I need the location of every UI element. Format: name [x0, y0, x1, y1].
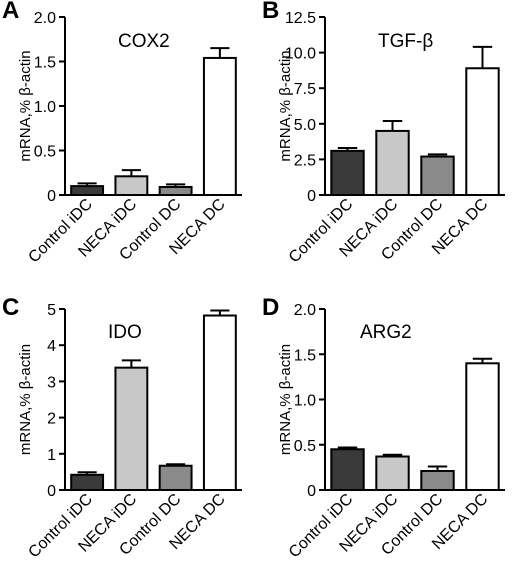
bar-neca-dc — [202, 314, 237, 491]
y-axis-label: mRNA,% β-actin — [17, 344, 34, 455]
bar-control-dc — [420, 155, 455, 197]
y-tick-label: 5 — [47, 302, 56, 319]
bar-control-dc — [158, 464, 193, 492]
y-tick-label: 0.5 — [294, 438, 316, 455]
y-tick-label: 4 — [47, 338, 56, 355]
bar-neca-dc — [465, 67, 500, 196]
y-tick-label: 1.0 — [34, 99, 56, 116]
y-tick-label: 0.5 — [34, 144, 56, 161]
bar-control-dc — [158, 185, 193, 197]
y-tick-label: 1 — [47, 447, 56, 464]
y-tick-label: 0 — [47, 188, 56, 205]
y-axis-label: mRNA,% β-actin — [17, 50, 34, 161]
y-tick-label: 10.0 — [285, 46, 316, 63]
panel-letter: A — [2, 0, 19, 24]
bar-neca-idc — [114, 366, 149, 492]
bar-control-idc — [70, 185, 105, 197]
bar-control-idc — [330, 448, 365, 491]
bar-control-idc — [70, 473, 105, 491]
y-axis-label: mRNA,% β-actin — [277, 344, 294, 455]
y-axis-label: mRNA,% β-actin — [277, 50, 294, 161]
panel-letter: D — [262, 294, 279, 321]
y-tick-label: 1.0 — [294, 393, 316, 410]
bar-neca-dc — [202, 56, 237, 196]
y-tick-label: 0 — [47, 483, 56, 500]
chart-title: IDO — [108, 322, 142, 343]
chart-title: COX2 — [118, 31, 170, 52]
y-tick-label: 0 — [307, 483, 316, 500]
bar-control-idc — [330, 149, 365, 197]
y-tick-label: 2.0 — [34, 10, 56, 27]
y-tick-label: 1.5 — [34, 55, 56, 72]
bar-neca-idc — [114, 175, 149, 196]
y-tick-label: 1.5 — [294, 347, 316, 364]
panel-letter: C — [2, 294, 19, 321]
y-tick-label: 0 — [307, 188, 316, 205]
bar-neca-dc — [465, 362, 500, 491]
y-tick-label: 3 — [47, 374, 56, 391]
y-tick-label: 7.5 — [294, 81, 316, 98]
bar-neca-idc — [375, 129, 410, 196]
bar-neca-idc — [375, 455, 410, 492]
y-tick-label: 2.5 — [294, 152, 316, 169]
y-tick-label: 12.5 — [285, 10, 316, 27]
y-tick-label: 5.0 — [294, 117, 316, 134]
bar-control-dc — [420, 469, 455, 491]
panel-letter: B — [262, 0, 279, 24]
y-tick-label: 2.0 — [294, 302, 316, 319]
y-tick-label: 2 — [47, 411, 56, 428]
chart-title: TGF-β — [378, 31, 433, 52]
chart-title: ARG2 — [360, 322, 412, 343]
